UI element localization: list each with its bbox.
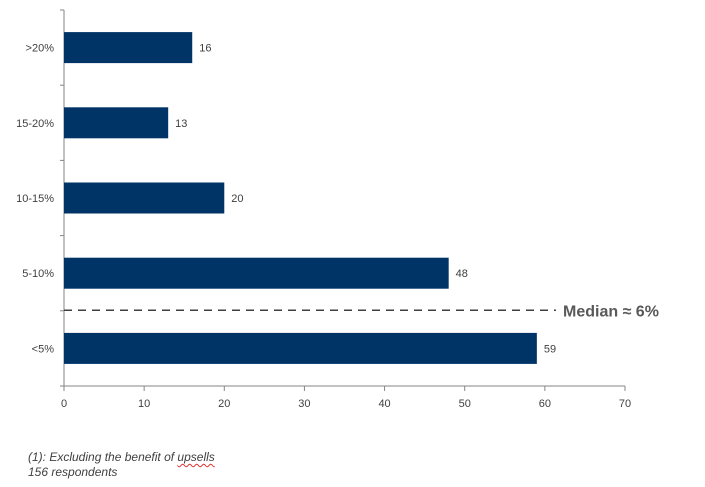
data-label: 16	[199, 43, 211, 55]
bars	[64, 32, 537, 364]
bar	[64, 257, 449, 289]
bar	[64, 107, 169, 139]
data-label: 59	[544, 343, 556, 355]
x-axis: 0 10 20 30 40 50 60 70	[61, 385, 631, 410]
category-label: >20%	[26, 43, 55, 55]
footnote-text: (1): Excluding the benefit of	[28, 450, 178, 464]
bar	[64, 332, 537, 364]
y-axis: >20% 15-20% 10-15% 5-10% <5%	[16, 9, 65, 387]
footnote-underlined-word: upsells	[177, 450, 215, 464]
category-label: 5-10%	[22, 268, 54, 280]
footnote-excluding-upsells: (1): Excluding the benefit of upsells	[28, 450, 215, 464]
category-label: 15-20%	[16, 118, 54, 130]
category-label: <5%	[32, 343, 55, 355]
x-tick-label: 20	[218, 398, 230, 410]
x-tick-label: 0	[61, 398, 67, 410]
data-label: 20	[231, 193, 243, 205]
x-tick-label: 10	[138, 398, 150, 410]
data-label: 13	[175, 118, 187, 130]
x-tick-label: 50	[459, 398, 471, 410]
x-tick-label: 60	[539, 398, 551, 410]
median-annotation: Median ≈ 6%	[64, 303, 659, 320]
data-labels: 16 13 20 48 59	[175, 43, 556, 356]
bar	[64, 32, 193, 64]
data-label: 48	[456, 268, 468, 280]
bar	[64, 182, 225, 214]
footnote-respondents: 156 respondents	[28, 465, 118, 479]
x-tick-label: 70	[619, 398, 631, 410]
category-label: 10-15%	[16, 193, 54, 205]
bar-chart: >20% 15-20% 10-15% 5-10% <5% 0 10 20 30 40 50 60 70…	[16, 9, 659, 410]
x-tick-label: 40	[378, 398, 390, 410]
median-label: Median ≈ 6%	[563, 303, 659, 320]
x-tick-label: 30	[298, 398, 310, 410]
